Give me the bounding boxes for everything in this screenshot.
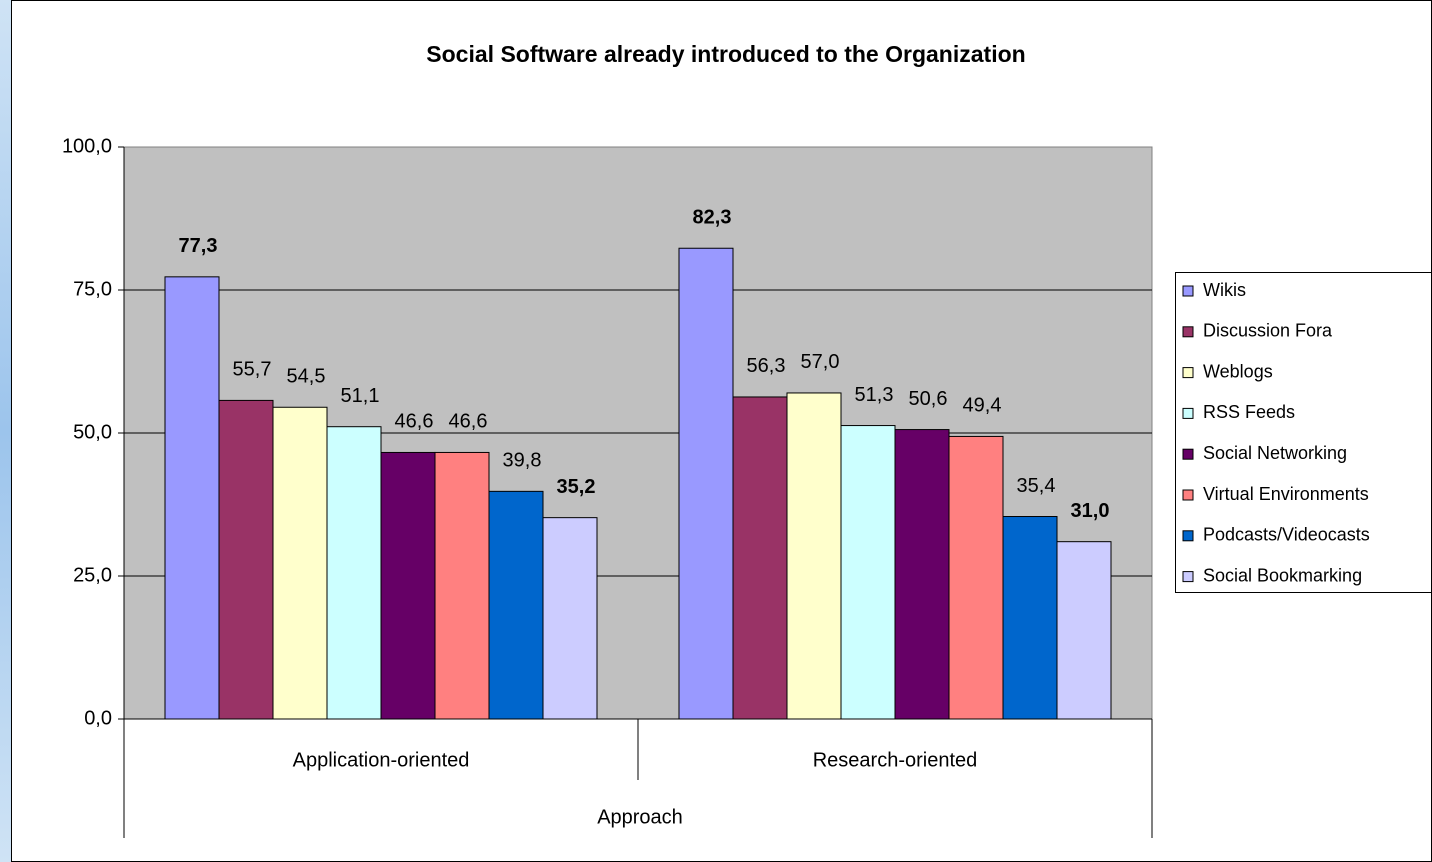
legend-swatch (1182, 571, 1194, 583)
x-axis-title: Approach (597, 806, 683, 828)
legend-label: Social Bookmarking (1203, 565, 1362, 585)
bar (948, 435, 1004, 720)
x-tick-label: Application-oriented (293, 749, 470, 771)
data-label: 77,3 (179, 235, 218, 257)
y-tick-label: 100,0 (62, 135, 112, 157)
bar (894, 429, 950, 720)
chart-title: Social Software already introduced to th… (426, 41, 1025, 67)
legend-label: Discussion Fora (1203, 321, 1333, 341)
bar (732, 396, 788, 720)
data-label: 31,0 (1071, 500, 1110, 522)
y-tick-label: 0,0 (84, 707, 112, 729)
bar (218, 399, 274, 720)
bar (786, 392, 842, 720)
data-label: 51,1 (341, 385, 380, 407)
bar (840, 425, 896, 720)
data-label: 39,8 (503, 450, 542, 472)
y-tick-label: 75,0 (73, 278, 112, 300)
bar (434, 451, 490, 720)
legend-swatch (1182, 489, 1194, 501)
legend-swatch (1182, 530, 1194, 542)
data-label: 49,4 (963, 395, 1002, 417)
bar (1002, 516, 1058, 720)
data-label: 56,3 (747, 355, 786, 377)
data-label: 46,6 (449, 411, 488, 433)
data-label: 35,2 (557, 476, 596, 498)
legend-swatch (1182, 407, 1194, 419)
data-label: 54,5 (287, 366, 326, 388)
data-label: 50,6 (909, 388, 948, 410)
bar (164, 276, 220, 720)
x-tick-label: Research-oriented (813, 749, 978, 771)
legend-label: Wikis (1203, 280, 1246, 300)
data-label: 82,3 (693, 207, 732, 229)
legend-label: Social Networking (1203, 443, 1347, 463)
legend-swatch (1182, 285, 1194, 297)
legend-swatch (1182, 326, 1194, 338)
legend-label: Podcasts/Videocasts (1203, 525, 1370, 545)
bar (272, 406, 328, 720)
y-tick-label: 50,0 (73, 421, 112, 443)
legend-label: Virtual Environments (1203, 484, 1369, 504)
bar (1056, 541, 1112, 720)
bar (326, 426, 382, 720)
side-strip (0, 0, 11, 862)
data-label: 46,6 (395, 411, 434, 433)
legend-label: Weblogs (1203, 361, 1273, 381)
legend (1175, 272, 1432, 593)
legend-swatch (1182, 448, 1194, 460)
bar (678, 247, 734, 720)
data-label: 57,0 (801, 351, 840, 373)
bar (542, 517, 598, 720)
data-label: 51,3 (855, 384, 894, 406)
data-label: 35,4 (1017, 475, 1056, 497)
data-label: 55,7 (233, 359, 272, 381)
bar (380, 451, 436, 720)
legend-label: RSS Feeds (1203, 402, 1295, 422)
legend-swatch (1182, 367, 1194, 379)
bar (488, 490, 544, 720)
y-tick-label: 25,0 (73, 564, 112, 586)
